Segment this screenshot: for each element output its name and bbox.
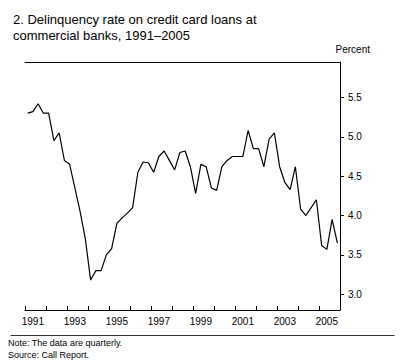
svg-text:5.0: 5.0 xyxy=(348,131,362,142)
svg-text:3.5: 3.5 xyxy=(348,249,362,260)
svg-text:2. Delinquency rate on credit: 2. Delinquency rate on credit card loans… xyxy=(13,12,260,27)
svg-text:1997: 1997 xyxy=(148,316,171,327)
svg-text:Note: The data are quarterly.: Note: The data are quarterly. xyxy=(8,338,122,348)
svg-text:4.5: 4.5 xyxy=(348,171,362,182)
svg-text:5.5: 5.5 xyxy=(348,92,362,103)
svg-text:4.0: 4.0 xyxy=(348,210,362,221)
svg-text:Percent: Percent xyxy=(336,44,371,55)
svg-text:1993: 1993 xyxy=(64,316,87,327)
svg-text:3.0: 3.0 xyxy=(348,289,362,300)
svg-text:1999: 1999 xyxy=(190,316,213,327)
svg-text:1991: 1991 xyxy=(22,316,45,327)
svg-text:Source: Call Report.: Source: Call Report. xyxy=(8,350,89,360)
svg-text:commercial banks, 1991–2005: commercial banks, 1991–2005 xyxy=(13,28,190,43)
svg-text:1995: 1995 xyxy=(106,316,129,327)
svg-text:2005: 2005 xyxy=(316,316,339,327)
svg-text:2001: 2001 xyxy=(232,316,255,327)
svg-text:2003: 2003 xyxy=(274,316,297,327)
